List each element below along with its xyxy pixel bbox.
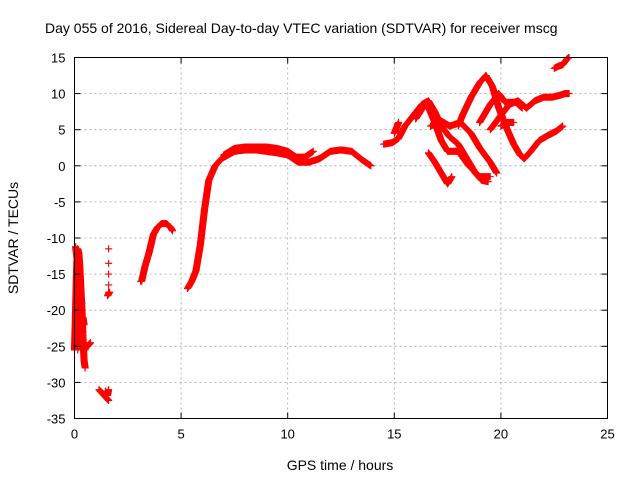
y-tick-label: -25 <box>47 339 66 354</box>
x-tick-label: 10 <box>280 427 294 442</box>
data-trace-0-12 <box>424 149 456 188</box>
data-point-0-6 <box>78 299 86 307</box>
data-point-0-2 <box>105 270 113 278</box>
y-tick-label: 0 <box>58 159 65 174</box>
chart-title: Day 055 of 2016, Sidereal Day-to-day VTE… <box>45 20 558 36</box>
data-trace-0-16 <box>476 90 526 127</box>
data-point-0-8 <box>79 328 87 336</box>
data-point-0-0 <box>105 245 113 253</box>
data-trace-0-10 <box>390 118 403 137</box>
x-axis-title: GPS time / hours <box>287 457 394 473</box>
data-point-0-7 <box>77 292 85 300</box>
data-point-0-1 <box>105 259 113 267</box>
y-tick-label: -35 <box>47 412 66 427</box>
y-tick-label: -5 <box>54 195 66 210</box>
y-tick-label: 15 <box>51 51 65 66</box>
y-tick-label: -15 <box>47 267 66 282</box>
data-trace-0-17 <box>497 118 518 130</box>
x-tick-label: 25 <box>600 427 614 442</box>
grid-lines <box>74 57 608 419</box>
data-trace-0-4 <box>101 386 113 399</box>
data-trace-0-8 <box>220 143 317 161</box>
data-trace-0-18 <box>550 53 573 72</box>
y-tick-label: -20 <box>47 303 66 318</box>
x-tick-label: 5 <box>177 427 184 442</box>
y-tick-label: -10 <box>47 231 66 246</box>
y-tick-label: 10 <box>51 87 65 102</box>
data-point-0-4 <box>105 288 113 296</box>
x-tick-label: 15 <box>387 427 401 442</box>
y-axis-title: SDTVAR / TECUs <box>5 182 21 294</box>
data-trace-0-7 <box>183 146 375 293</box>
data-point-0-5 <box>137 277 145 285</box>
data-trace-0-6 <box>138 220 177 285</box>
x-tick-label: 20 <box>494 427 508 442</box>
tick-labels: 0 5 10 15 20 25 15 10 5 0 -5 -10 -15 -20 -25 -30 -35 <box>47 51 615 442</box>
data-marks <box>70 53 573 404</box>
data-point-0-3 <box>105 281 113 289</box>
y-tick-label: 5 <box>58 123 65 138</box>
data-point-0-9 <box>81 346 89 354</box>
y-tick-label: -30 <box>47 375 66 390</box>
data-trace-0-14 <box>454 72 567 163</box>
x-tick-label: 0 <box>71 427 78 442</box>
axis-ticks <box>74 57 608 419</box>
